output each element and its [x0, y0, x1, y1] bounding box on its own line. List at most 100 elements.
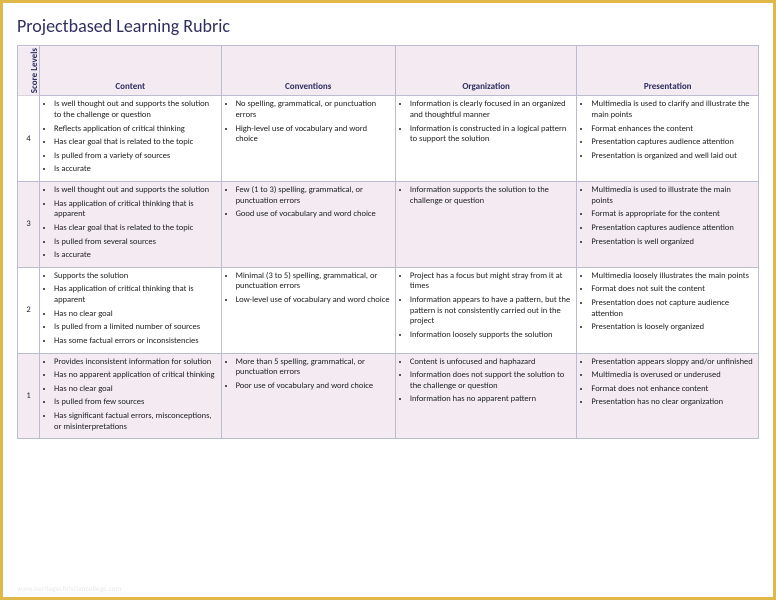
bullet-item: Format does not suit the content	[591, 284, 754, 295]
criteria-cell-organization: Information is clearly focused in an org…	[395, 96, 577, 182]
rubric-page: Projectbased Learning Rubric Score Level…	[3, 3, 773, 597]
bullet-item: Format is appropriate for the content	[591, 209, 754, 220]
bullet-list: Is well thought out and supports the sol…	[40, 182, 221, 267]
bullet-item: Poor use of vocabulary and word choice	[236, 381, 391, 392]
bullet-list: Presentation appears sloppy and/or unfin…	[577, 354, 758, 415]
header-content: Content	[40, 46, 222, 96]
bullet-item: Multimedia is overused or underused	[591, 370, 754, 381]
bullet-list: Few (1 to 3) spelling, grammatical, or p…	[222, 182, 395, 226]
bullet-item: Information supports the solution to the…	[410, 185, 573, 206]
score-cell: 1	[18, 353, 40, 439]
criteria-cell-content: Provides inconsistent information for so…	[40, 353, 222, 439]
bullet-item: Information loosely supports the solutio…	[410, 330, 573, 341]
criteria-cell-presentation: Multimedia loosely illustrates the main …	[577, 267, 759, 353]
criteria-cell-conventions: No spelling, grammatical, or punctuation…	[221, 96, 395, 182]
rubric-body: 4Is well thought out and supports the so…	[18, 96, 759, 439]
bullet-item: Has significant factual errors, misconce…	[54, 411, 217, 432]
bullet-item: Presentation is organized and well laid …	[591, 151, 754, 162]
bullet-list: Multimedia loosely illustrates the main …	[577, 268, 758, 339]
bullet-list: More than 5 spelling, grammatical, or pu…	[222, 354, 395, 398]
bullet-item: Information does not support the solutio…	[410, 370, 573, 391]
bullet-item: Project has a focus but might stray from…	[410, 271, 573, 292]
bullet-item: Presentation has no clear organization	[591, 397, 754, 408]
bullet-item: Is pulled from few sources	[54, 397, 217, 408]
criteria-cell-organization: Content is unfocused and haphazard Inform…	[395, 353, 577, 439]
footer-watermark: www.heritagechristiancollege.com	[17, 584, 122, 593]
bullet-item: Information is clearly focused in an org…	[410, 99, 573, 120]
bullet-list: No spelling, grammatical, or punctuation…	[222, 96, 395, 151]
bullet-item: Is accurate	[54, 250, 217, 261]
bullet-item: No spelling, grammatical, or punctuation…	[236, 99, 391, 120]
score-cell: 3	[18, 182, 40, 268]
criteria-cell-presentation: Multimedia is used to clarify and illust…	[577, 96, 759, 182]
bullet-item: Has some factual errors or inconsistenci…	[54, 336, 217, 347]
score-cell: 2	[18, 267, 40, 353]
bullet-item: Has no clear goal	[54, 309, 217, 320]
rubric-header: Score Levels Content Conventions Organiz…	[18, 46, 759, 96]
bullet-list: Provides inconsistent information for so…	[40, 354, 221, 439]
header-score: Score Levels	[18, 46, 40, 96]
bullet-item: Minimal (3 to 5) spelling, grammatical, …	[236, 271, 391, 292]
bullet-item: Format does not enhance content	[591, 384, 754, 395]
criteria-cell-content: Is well thought out and supports the sol…	[40, 182, 222, 268]
bullet-item: Information is constructed in a logical …	[410, 124, 573, 145]
bullet-item: Content is unfocused and haphazard	[410, 357, 573, 368]
bullet-list: Information is clearly focused in an org…	[396, 96, 577, 151]
bullet-item: Low-level use of vocabulary and word cho…	[236, 295, 391, 306]
bullet-item: Multimedia is used to illustrate the mai…	[591, 185, 754, 206]
bullet-list: Multimedia is used to clarify and illust…	[577, 96, 758, 167]
bullet-list: Supports the solution Has application of …	[40, 268, 221, 353]
score-cell: 4	[18, 96, 40, 182]
rubric-row: 4 Is well thought out and supports the so…	[18, 96, 759, 182]
header-presentation: Presentation	[577, 46, 759, 96]
bullet-item: Presentation is loosely organized	[591, 322, 754, 333]
bullet-item: Presentation appears sloppy and/or unfin…	[591, 357, 754, 368]
bullet-item: Has no apparent application of critical …	[54, 370, 217, 381]
bullet-item: High-level use of vocabulary and word ch…	[236, 124, 391, 145]
rubric-row: 3Is well thought out and supports the so…	[18, 182, 759, 268]
page-title: Projectbased Learning Rubric	[17, 15, 759, 37]
bullet-item: Multimedia is used to clarify and illust…	[591, 99, 754, 120]
bullet-item: Presentation captures audience attention	[591, 137, 754, 148]
criteria-cell-conventions: Few (1 to 3) spelling, grammatical, or p…	[221, 182, 395, 268]
rubric-row: 1 Provides inconsistent information for s…	[18, 353, 759, 439]
bullet-item: Information appears to have a pattern, b…	[410, 295, 573, 327]
bullet-item: Has clear goal that is related to the to…	[54, 223, 217, 234]
criteria-cell-organization: Project has a focus but might stray from…	[395, 267, 577, 353]
bullet-item: Reflects application of critical thinkin…	[54, 124, 217, 135]
bullet-item: Multimedia loosely illustrates the main …	[591, 271, 754, 282]
bullet-item: More than 5 spelling, grammatical, or pu…	[236, 357, 391, 378]
bullet-item: Provides inconsistent information for so…	[54, 357, 217, 368]
bullet-item: Has no clear goal	[54, 384, 217, 395]
bullet-item: Is accurate	[54, 164, 217, 175]
bullet-list: Content is unfocused and haphazard Inform…	[396, 354, 577, 412]
bullet-list: Project has a focus but might stray from…	[396, 268, 577, 347]
bullet-item: Information has no apparent pattern	[410, 394, 573, 405]
bullet-item: Presentation captures audience attention	[591, 223, 754, 234]
bullet-item: Few (1 to 3) spelling, grammatical, or p…	[236, 185, 391, 206]
bullet-item: Has clear goal that is related to the to…	[54, 137, 217, 148]
bullet-item: Has application of critical thinking tha…	[54, 199, 217, 220]
header-organization: Organization	[395, 46, 577, 96]
criteria-cell-presentation: Presentation appears sloppy and/or unfin…	[577, 353, 759, 439]
bullet-list: Information supports the solution to the…	[396, 182, 577, 212]
bullet-item: Format enhances the content	[591, 124, 754, 135]
criteria-cell-content: Supports the solution Has application of …	[40, 267, 222, 353]
bullet-item: Is pulled from a variety of sources	[54, 151, 217, 162]
criteria-cell-content: Is well thought out and supports the sol…	[40, 96, 222, 182]
bullet-list: Is well thought out and supports the sol…	[40, 96, 221, 181]
bullet-item: Has application of critical thinking tha…	[54, 284, 217, 305]
criteria-cell-presentation: Multimedia is used to illustrate the mai…	[577, 182, 759, 268]
criteria-cell-conventions: Minimal (3 to 5) spelling, grammatical, …	[221, 267, 395, 353]
bullet-list: Multimedia is used to illustrate the mai…	[577, 182, 758, 253]
bullet-item: Supports the solution	[54, 271, 217, 282]
criteria-cell-conventions: More than 5 spelling, grammatical, or pu…	[221, 353, 395, 439]
bullet-item: Is pulled from several sources	[54, 237, 217, 248]
bullet-item: Is well thought out and supports the sol…	[54, 99, 217, 120]
rubric-table: Score Levels Content Conventions Organiz…	[17, 45, 759, 439]
bullet-item: Presentation is well organized	[591, 237, 754, 248]
bullet-item: Good use of vocabulary and word choice	[236, 209, 391, 220]
bullet-list: Minimal (3 to 5) spelling, grammatical, …	[222, 268, 395, 312]
bullet-item: Is pulled from a limited number of sourc…	[54, 322, 217, 333]
bullet-item: Presentation does not capture audience a…	[591, 298, 754, 319]
